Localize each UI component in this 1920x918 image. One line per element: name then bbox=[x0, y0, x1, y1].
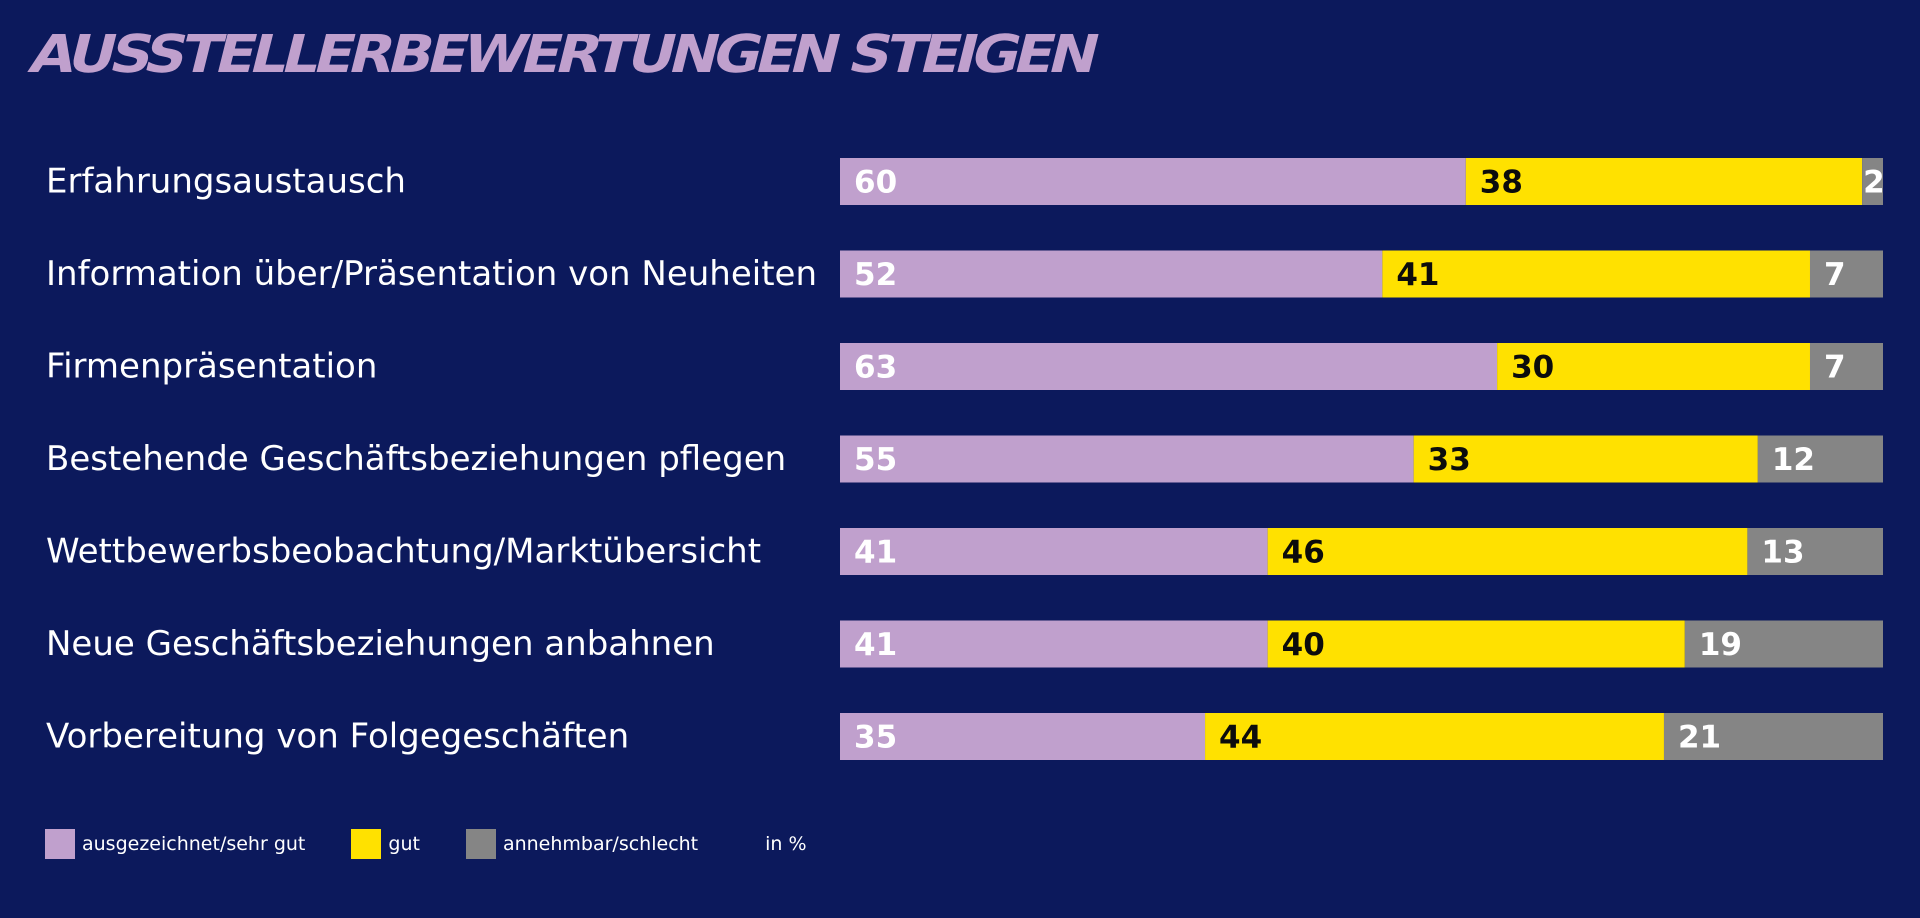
bar-segments bbox=[840, 158, 1883, 760]
data-label-gut-7: 44 bbox=[1219, 720, 1262, 756]
legend: ausgezeichnet/sehr gut gut annehmbar/sch… bbox=[45, 828, 807, 860]
category-labels: Erfahrungsaustausch Information über/Präs… bbox=[46, 162, 817, 757]
legend-item-gut: gut bbox=[351, 829, 420, 859]
data-label-gut-6: 40 bbox=[1282, 627, 1325, 663]
bar-sehr-gut-5 bbox=[840, 528, 1268, 575]
data-label-sehr-gut-5: 41 bbox=[854, 535, 897, 571]
unit-label: in % bbox=[765, 833, 807, 855]
bar-schlecht-3 bbox=[1809, 343, 1883, 390]
data-label-sehr-gut-2: 52 bbox=[854, 257, 897, 293]
bar-gut-3 bbox=[1497, 343, 1810, 390]
bar-sehr-gut-1 bbox=[840, 158, 1466, 205]
legend-label-schlecht: annehmbar/schlecht bbox=[502, 833, 699, 855]
data-label-sehr-gut-7: 35 bbox=[854, 720, 897, 756]
category-label-firmenpraesentation: Firmenpräsentation bbox=[46, 347, 377, 387]
legend-label-sehr-gut: ausgezeichnet/sehr gut bbox=[82, 833, 306, 855]
data-label-sehr-gut-6: 41 bbox=[854, 627, 897, 663]
data-label-sehr-gut-1: 60 bbox=[854, 165, 897, 201]
bar-schlecht-4 bbox=[1757, 435, 1883, 483]
bar-schlecht-6 bbox=[1684, 620, 1883, 668]
data-label-schlecht-1: 2 bbox=[1863, 165, 1885, 201]
data-label-schlecht-7: 21 bbox=[1678, 720, 1721, 756]
bar-sehr-gut-7 bbox=[840, 713, 1206, 760]
data-label-gut-1: 38 bbox=[1480, 165, 1523, 201]
data-label-schlecht-4: 12 bbox=[1772, 442, 1815, 478]
bar-gut-2 bbox=[1382, 250, 1810, 298]
bar-sehr-gut-2 bbox=[840, 250, 1383, 298]
bar-gut-7 bbox=[1205, 713, 1664, 760]
bar-sehr-gut-3 bbox=[840, 343, 1498, 390]
bar-sehr-gut-4 bbox=[840, 435, 1414, 483]
data-label-gut-5: 46 bbox=[1282, 535, 1325, 571]
data-label-schlecht-6: 19 bbox=[1699, 627, 1742, 663]
data-label-schlecht-3: 7 bbox=[1824, 350, 1846, 386]
legend-swatch-schlecht bbox=[465, 829, 496, 859]
bar-schlecht-1 bbox=[1862, 158, 1883, 205]
data-label-sehr-gut-4: 55 bbox=[854, 442, 897, 478]
bar-schlecht-2 bbox=[1809, 250, 1883, 298]
bar-schlecht-5 bbox=[1747, 528, 1883, 575]
category-label-bestehende-geschaeftsbeziehungen-pflegen: Bestehende Geschäftsbeziehungen pflegen bbox=[46, 439, 786, 479]
data-label-schlecht-2: 7 bbox=[1824, 257, 1846, 293]
bar-gut-4 bbox=[1413, 435, 1758, 483]
data-label-gut-3: 30 bbox=[1511, 350, 1554, 386]
bar-schlecht-7 bbox=[1663, 713, 1883, 760]
category-label-vorbereitung-von-folgegeschaeften: Vorbereitung von Folgegeschäften bbox=[46, 717, 629, 757]
legend-swatch-sehr-gut bbox=[45, 829, 75, 859]
legend-swatch-gut bbox=[351, 829, 382, 859]
data-label-sehr-gut-3: 63 bbox=[854, 350, 897, 386]
bar-sehr-gut-6 bbox=[840, 620, 1268, 668]
category-label-erfahrungsaustausch: Erfahrungsaustausch bbox=[46, 162, 406, 202]
data-label-gut-4: 33 bbox=[1428, 442, 1471, 478]
data-label-gut-2: 41 bbox=[1396, 257, 1439, 293]
category-label-wettbewerbsbeobachtung-marktuebersicht: Wettbewerbsbeobachtung/Marktübersicht bbox=[46, 532, 761, 572]
bar-gut-5 bbox=[1267, 528, 1748, 575]
legend-label-gut: gut bbox=[388, 833, 420, 855]
bar-gut-6 bbox=[1267, 620, 1685, 668]
category-label-neue-geschaeftsbeziehungen-anbahnen: Neue Geschäftsbeziehungen anbahnen bbox=[46, 624, 715, 664]
legend-item-schlecht: annehmbar/schlecht bbox=[465, 829, 699, 859]
data-label-schlecht-5: 13 bbox=[1761, 535, 1804, 571]
category-label-information-ueber-praesentation-von-neuheiten: Information über/Präsentation von Neuhei… bbox=[46, 254, 817, 294]
legend-item-sehr-gut: ausgezeichnet/sehr gut bbox=[45, 829, 305, 859]
unit-note: in % bbox=[765, 833, 806, 855]
data-labels: 60 38 2 52 41 7 63 30 7 55 33 12 41 46 13 41 40 19 35 44 21 bbox=[854, 165, 1885, 756]
bar-gut-1 bbox=[1465, 158, 1863, 205]
